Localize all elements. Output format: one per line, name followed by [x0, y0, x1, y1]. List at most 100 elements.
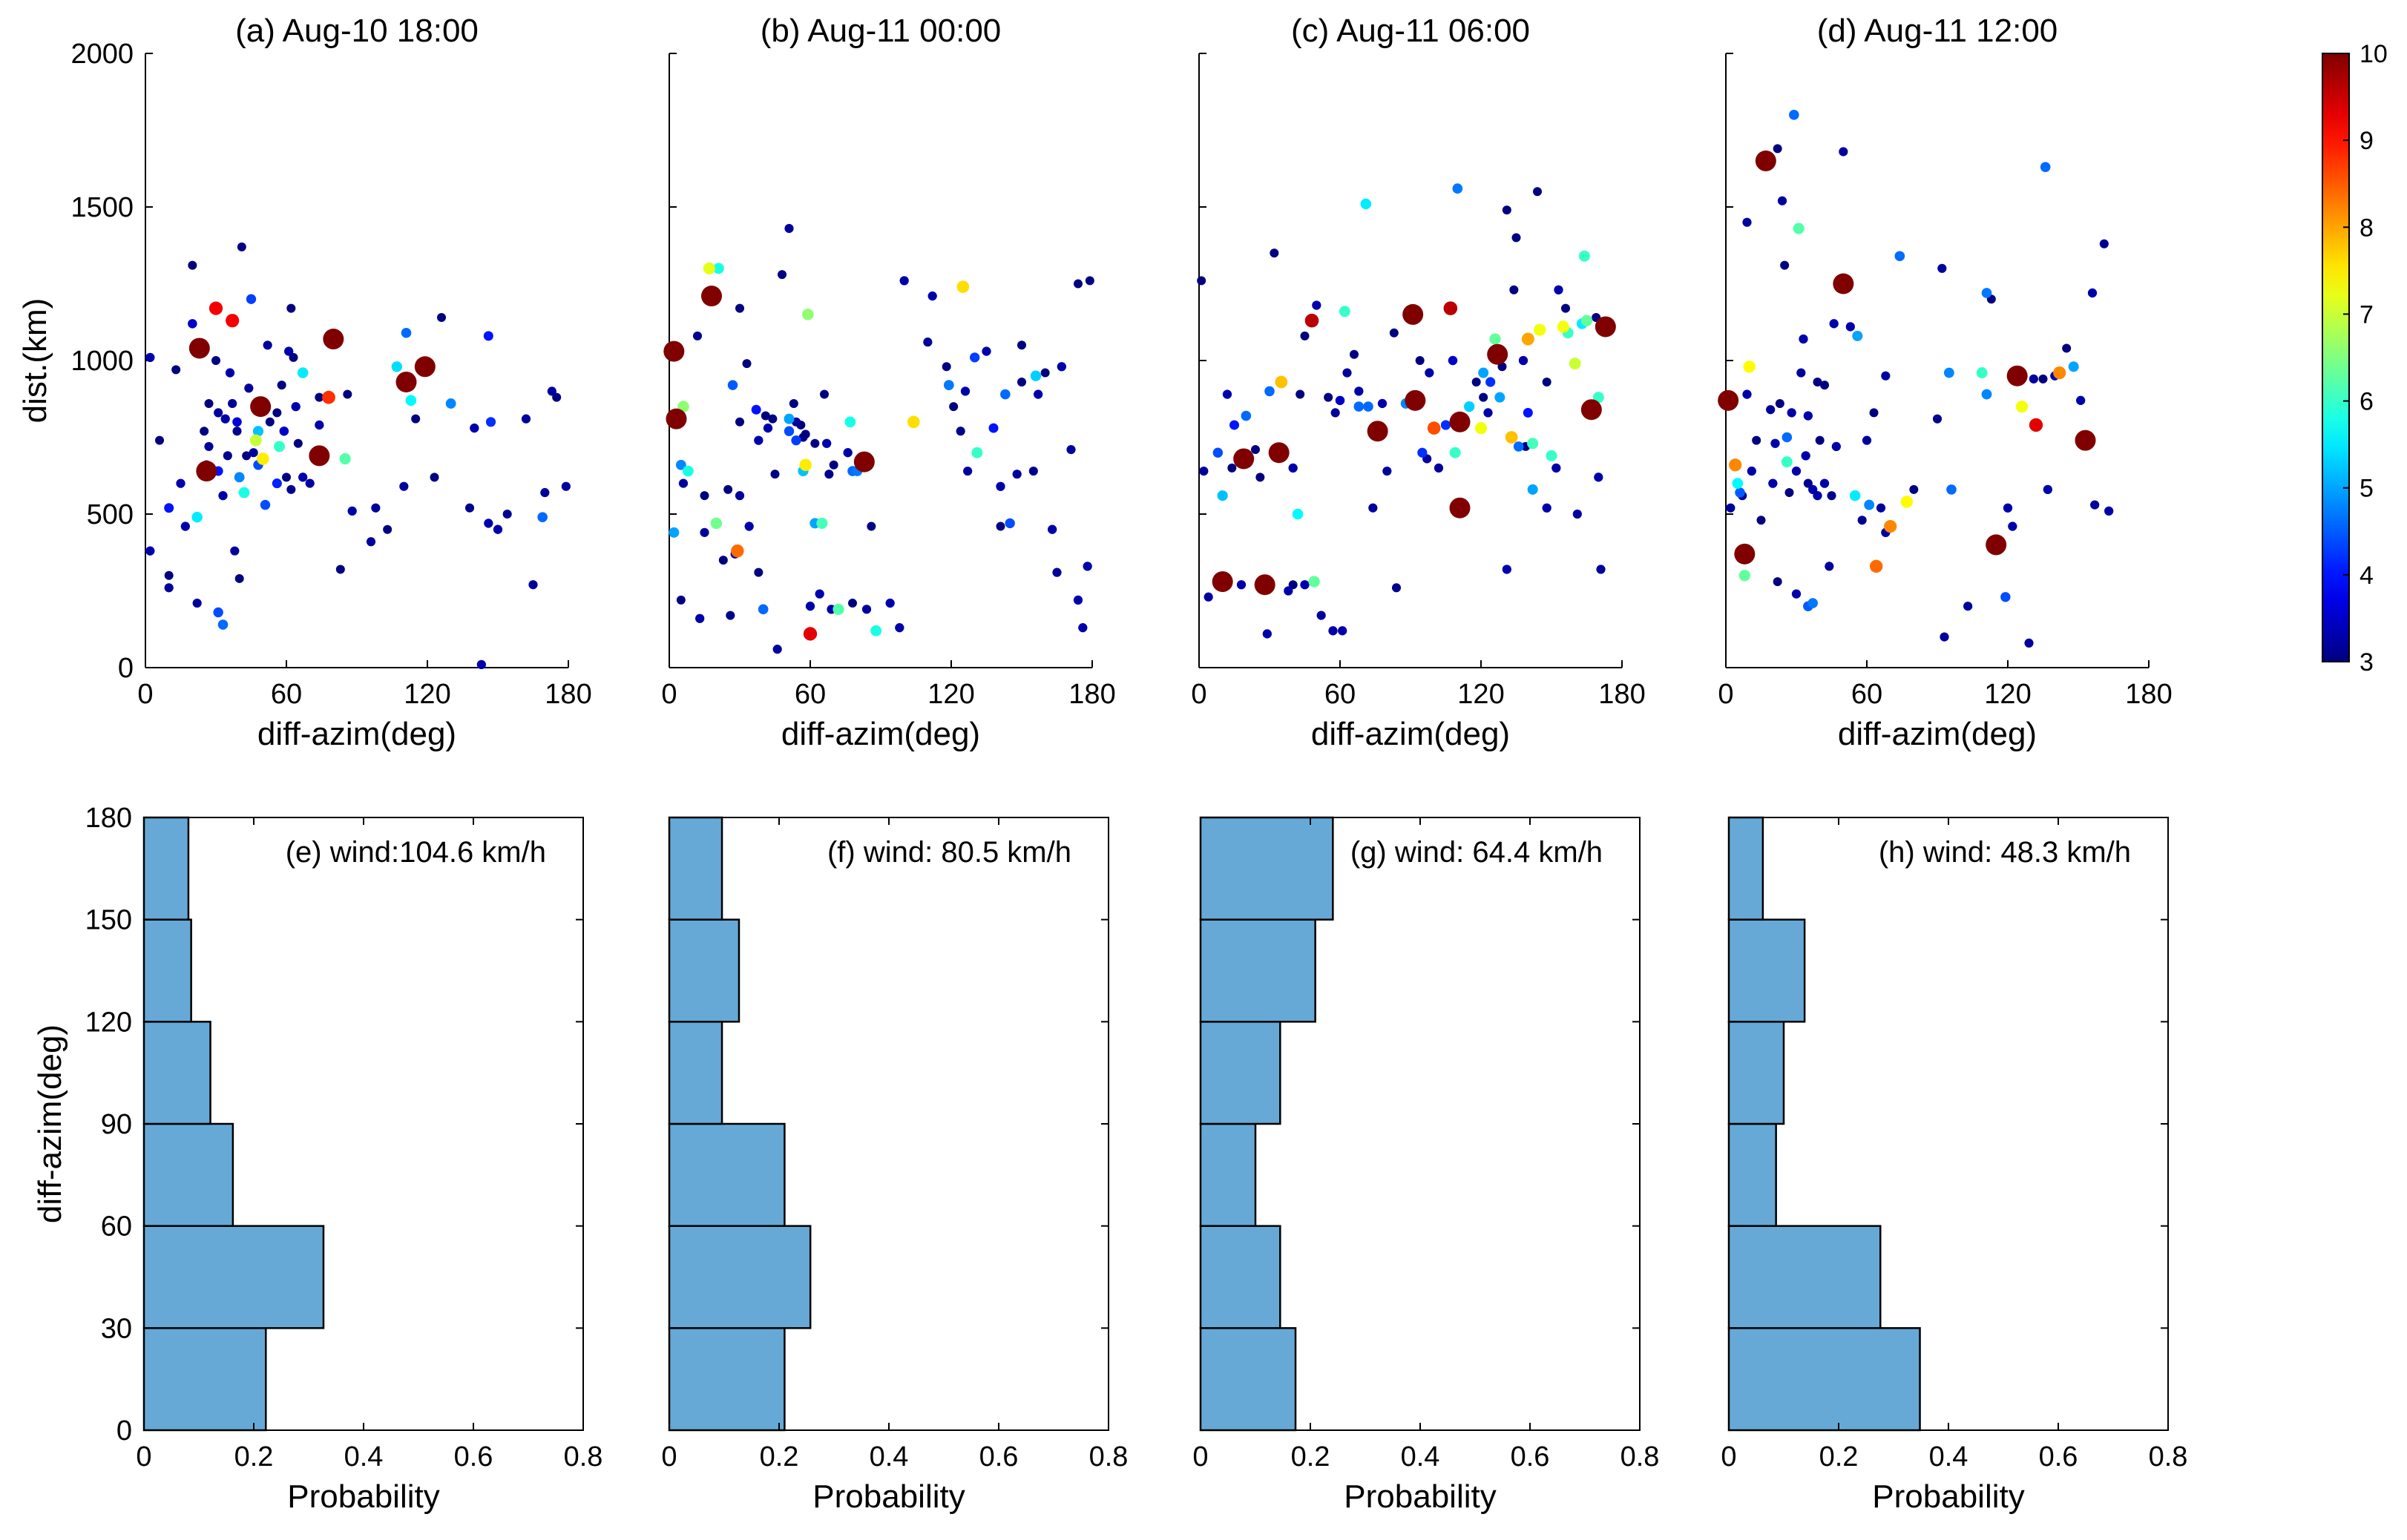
scatter-point	[1864, 499, 1875, 510]
scatter-point	[291, 401, 301, 412]
scatter-point	[1523, 407, 1533, 418]
scatter-point	[710, 517, 723, 530]
scatter-point	[1471, 377, 1481, 386]
scatter-point	[1986, 534, 2007, 556]
scatter-point	[1742, 217, 1752, 227]
scatter-point	[695, 613, 705, 623]
scatter-point	[286, 303, 296, 313]
scatter-point	[1521, 332, 1534, 346]
colorbar-tick-label: 10	[2360, 40, 2388, 68]
scatter-point	[1900, 496, 1914, 508]
scatter-point	[1534, 323, 1546, 336]
scatter-point	[1440, 420, 1451, 430]
scatter-point	[1505, 431, 1518, 444]
scatter-point	[1000, 389, 1011, 400]
scatter-point	[1829, 319, 1839, 329]
scatter-point	[1527, 484, 1538, 495]
scatter-point	[217, 619, 229, 630]
scatter-point	[1862, 435, 1872, 445]
x-tick-label: 0.4	[1929, 1441, 1968, 1472]
histogram-bar	[668, 918, 741, 1023]
scatter-point	[956, 427, 965, 436]
scatter-point	[2043, 484, 2052, 495]
scatter-point	[770, 470, 780, 479]
scatter-point	[1743, 361, 1756, 373]
scatter-point	[1803, 411, 1813, 421]
y-tick-label: 90	[101, 1109, 132, 1140]
scatter-point	[164, 503, 174, 513]
scatter-point	[263, 340, 272, 350]
scatter-point	[2075, 430, 2096, 451]
scatter-point	[305, 478, 315, 488]
scatter-point	[1981, 389, 1992, 400]
scatter-point	[1048, 524, 1057, 534]
scatter-point	[754, 567, 764, 577]
scatter-point	[2076, 395, 2086, 405]
scatter-point	[1782, 432, 1793, 443]
scatter-point	[1542, 377, 1551, 386]
scatter-point	[1845, 322, 1855, 332]
scatter-point	[277, 381, 286, 390]
scatter-point	[347, 506, 357, 516]
scatter-point	[1085, 276, 1094, 286]
histogram-bar	[142, 918, 192, 1023]
wind-annotation: (g) wind: 64.4 km/h	[1350, 836, 1603, 869]
scatter-point	[1857, 516, 1867, 525]
histogram-bar	[142, 1327, 267, 1432]
scatter-point	[1217, 490, 1228, 501]
scatter-point	[335, 565, 345, 574]
panel-title: (d) Aug-11 12:00	[1817, 13, 2058, 49]
scatter-point	[1773, 577, 1782, 587]
histogram-bar	[1727, 1327, 1921, 1432]
scatter-point	[1284, 586, 1293, 596]
scatter-point	[145, 546, 155, 556]
scatter-point	[1542, 503, 1551, 513]
scatter-point	[768, 414, 778, 424]
scatter-point	[1236, 580, 1247, 590]
wind-annotation: (e) wind:104.6 km/h	[286, 836, 546, 869]
scatter-point	[323, 329, 344, 350]
scatter-point	[802, 309, 814, 320]
x-tick-label: 0.4	[870, 1441, 909, 1472]
scatter-point	[1479, 392, 1488, 402]
scatter-point	[742, 359, 752, 369]
scatter-point	[405, 395, 417, 407]
scatter-point	[257, 453, 269, 465]
scatter-point	[366, 537, 376, 547]
x-tick-label: 0.6	[979, 1441, 1019, 1472]
scatter-point	[2000, 592, 2011, 602]
scatter-point	[1773, 144, 1782, 154]
y-tick-label: 30	[101, 1313, 132, 1344]
histogram-bar	[1199, 918, 1316, 1023]
scatter-point	[1527, 438, 1539, 450]
scatter-point	[1083, 562, 1092, 571]
scatter-point	[943, 380, 954, 390]
scatter-point	[2099, 239, 2109, 249]
scatter-point	[188, 319, 197, 329]
scatter-point	[949, 402, 959, 412]
scatter-point	[2003, 503, 2013, 513]
scatter-point	[885, 598, 895, 608]
scatter-point	[970, 352, 980, 363]
scatter-point	[223, 451, 232, 461]
scatter-point	[1803, 478, 1813, 488]
scatter-panel-2: 0 60 120 180 (c) Aug-11 06:00 diff-azim(deg)	[1191, 13, 1645, 752]
y-axis-label: dist.(km)	[17, 298, 53, 424]
scatter-point	[272, 478, 282, 489]
scatter-point	[778, 270, 787, 280]
scatter-point	[815, 589, 824, 599]
scatter-point	[196, 461, 217, 482]
scatter-point	[669, 527, 680, 538]
scatter-point	[1405, 389, 1426, 411]
x-tick-label: 0.6	[1511, 1441, 1550, 1472]
colorbar-tick-label: 8	[2360, 214, 2374, 242]
scatter-point	[2068, 361, 2079, 372]
scatter-point	[2053, 366, 2066, 380]
scatter-point	[1057, 362, 1066, 372]
scatter-point	[1509, 285, 1519, 294]
scatter-point	[1884, 519, 1897, 533]
scatter-point	[282, 473, 291, 482]
scatter-point	[996, 521, 1005, 531]
scatter-point	[829, 460, 838, 470]
scatter-panel-1: 0 60 120 180 (b) Aug-11 00:00 diff-azim(deg)	[661, 13, 1115, 752]
